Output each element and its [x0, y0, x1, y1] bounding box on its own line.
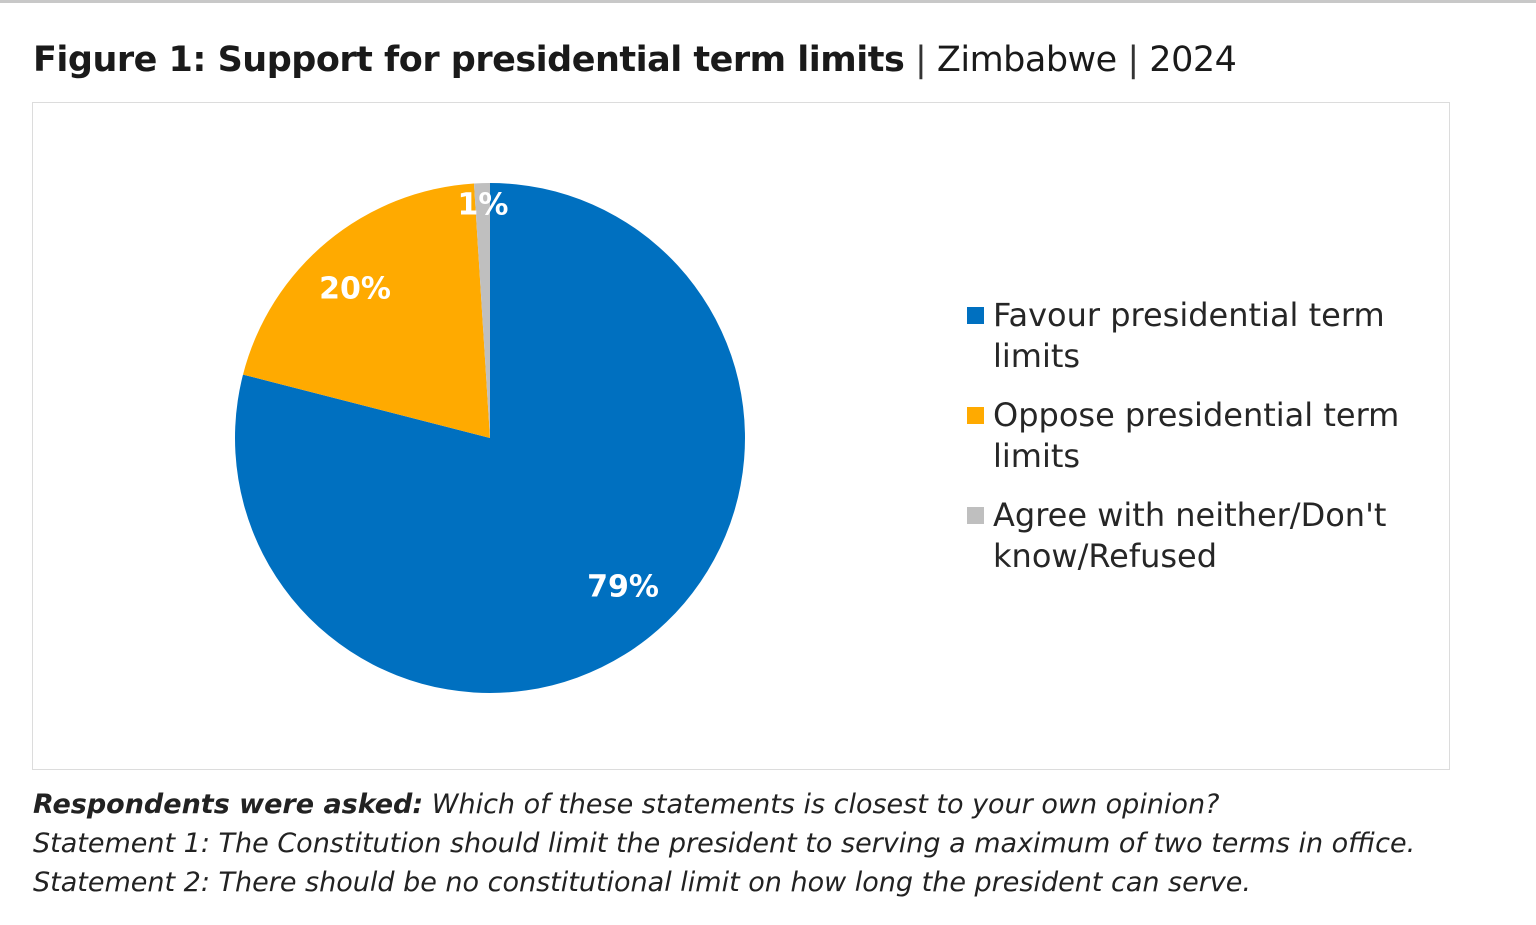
pie-slice: [473, 183, 490, 438]
title-separator: |: [914, 40, 927, 80]
question-caption: Respondents were asked: Which of these s…: [33, 785, 1533, 902]
figure-title: Figure 1: Support for presidential term …: [33, 40, 1237, 80]
legend-item: Oppose presidential term limits: [967, 395, 1437, 477]
pie-slice-label: 1%: [458, 188, 509, 223]
legend-swatch: [967, 507, 984, 524]
pie-slice: [243, 183, 490, 438]
title-separator: |: [1127, 40, 1139, 80]
pie-chart: 79% 20% 1%: [235, 183, 746, 693]
legend-label: Agree with neither/Don't know/Refused: [993, 496, 1387, 575]
pie-slice-label: 79%: [587, 570, 659, 605]
caption-question: Which of these statements is closest to …: [431, 789, 1220, 820]
caption-line-question: Respondents were asked: Which of these s…: [33, 785, 1533, 824]
legend-item: Agree with neither/Don't know/Refused: [967, 495, 1437, 577]
chart-area: 79% 20% 1% Favour presidential term limits…: [32, 102, 1450, 770]
figure-year: 2024: [1149, 40, 1237, 80]
pie-slice-label: 20%: [319, 272, 391, 307]
caption-statement-1: Statement 1: The Constitution should lim…: [33, 828, 1416, 859]
legend-swatch: [967, 307, 984, 324]
caption-statement-2: Statement 2: There should be no constitu…: [33, 867, 1252, 898]
legend-swatch: [967, 407, 984, 424]
legend-label: Oppose presidential term limits: [993, 396, 1400, 475]
legend-label: Favour presidential term limits: [993, 296, 1385, 375]
caption-lead: Respondents were asked:: [33, 789, 424, 820]
chart-legend: Favour presidential term limits Oppose pr…: [967, 295, 1437, 595]
figure-country: Zimbabwe: [936, 40, 1117, 80]
figure-title-main: Figure 1: Support for presidential term …: [33, 40, 905, 80]
pie-slice: [235, 183, 746, 693]
legend-item: Favour presidential term limits: [967, 295, 1437, 377]
top-rule: [0, 0, 1536, 3]
